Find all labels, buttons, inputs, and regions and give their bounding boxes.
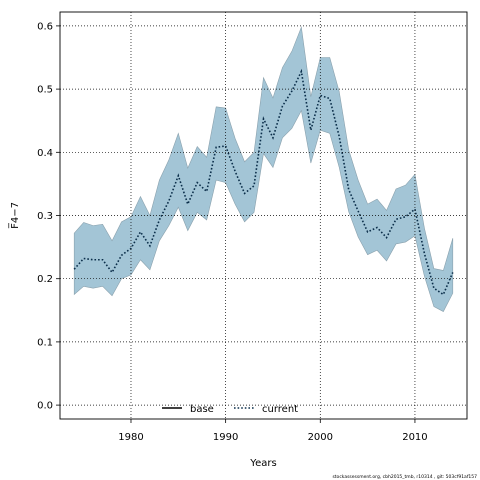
horizontal-gridlines: [60, 25, 467, 406]
y-tick-label-0.0: 0.0: [37, 401, 53, 412]
y-axis: 0.0 0.1 0.2 0.3 0.4 0.5 0.6: [37, 21, 60, 412]
x-tick-label-1990: 1990: [213, 432, 238, 443]
legend: base current: [162, 404, 298, 415]
x-tick-label-1980: 1980: [118, 432, 143, 443]
vertical-gridlines: [130, 12, 416, 419]
confidence-band: [73, 25, 454, 312]
footnote: stockassessment.org, cbh2015_tmb, r10314…: [332, 474, 477, 480]
x-tick-label-2010: 2010: [402, 432, 427, 443]
y-tick-label-0.2: 0.2: [37, 274, 53, 285]
plot-area: [73, 25, 454, 312]
legend-label-current: current: [262, 404, 298, 415]
x-axis-label: Years: [249, 458, 276, 469]
x-axis: 1980 1990 2000 2010: [118, 419, 428, 443]
y-tick-label-0.3: 0.3: [37, 211, 53, 222]
series-line-current: [73, 68, 454, 296]
y-tick-label-0.1: 0.1: [37, 337, 53, 348]
legend-label-base: base: [190, 404, 214, 415]
y-tick-label-0.5: 0.5: [37, 85, 53, 96]
y-axis-label: F̅4−7: [8, 202, 21, 229]
y-tick-label-0.4: 0.4: [37, 148, 53, 159]
x-tick-label-2000: 2000: [308, 432, 333, 443]
y-tick-label-0.6: 0.6: [37, 21, 53, 32]
